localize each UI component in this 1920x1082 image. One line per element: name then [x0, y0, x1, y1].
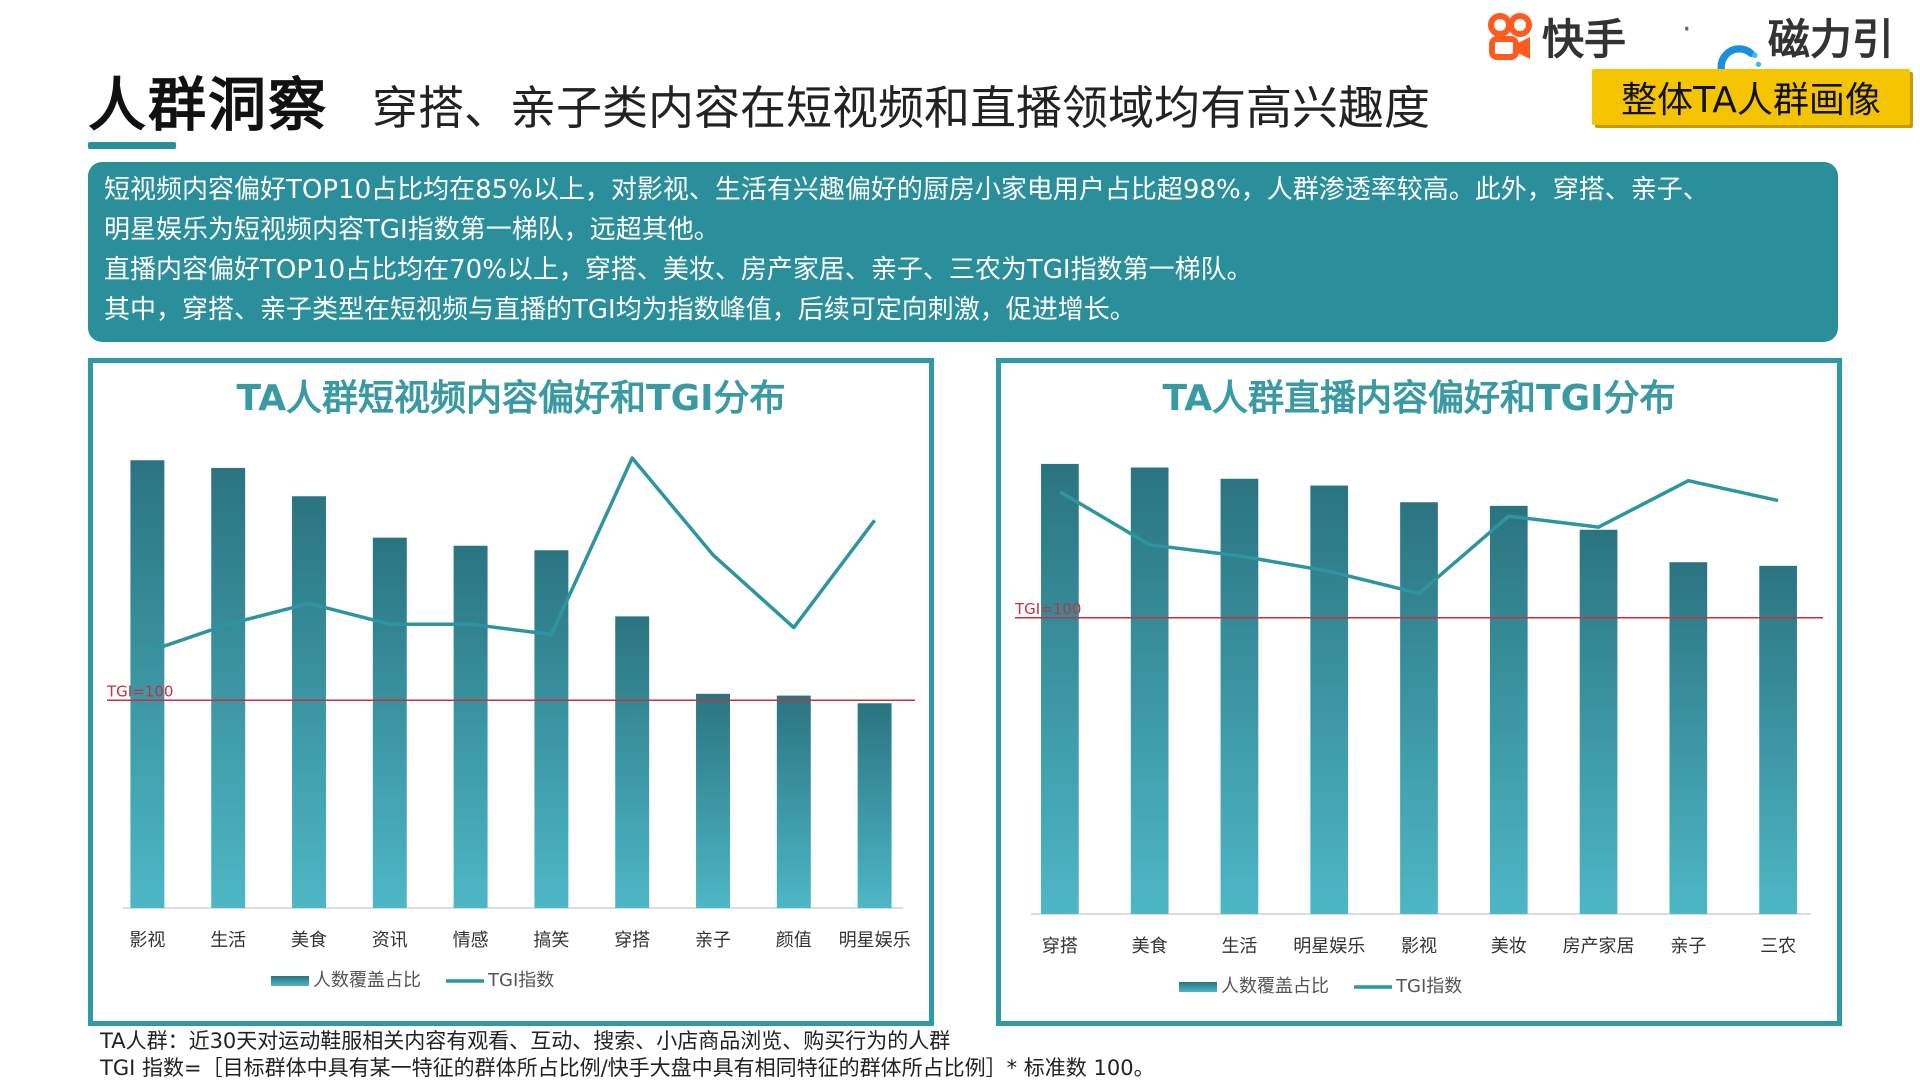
- tgi-reference-label: TGI=100: [106, 682, 173, 700]
- category-label: 颜值: [776, 930, 812, 951]
- category-label: 房产家居: [1563, 936, 1635, 957]
- bar: [130, 460, 165, 908]
- page-title: 人群洞察: [88, 71, 329, 139]
- category-label: 情感: [453, 930, 489, 951]
- category-label: 生活: [210, 930, 246, 951]
- summary-line: 其中，穿搭、亲子类型在短视频与直播的TGI均为指数峰值，后续可定向刺激，促进增长…: [104, 295, 1136, 325]
- bar: [776, 695, 811, 908]
- bar: [857, 703, 892, 908]
- title-underline: [88, 142, 176, 149]
- kuaishou-wordmark: 快手: [1542, 15, 1627, 64]
- category-label: 影视: [1401, 936, 1437, 957]
- bar: [1669, 562, 1708, 914]
- bar: [453, 545, 488, 908]
- short-video-chart-panel: TA人群短视频内容偏好和TGI分布 影视 生活 美食 资讯 情感 搞笑 穿搭 亲子 颜值 明星娱乐…: [88, 358, 934, 1026]
- bar: [1400, 502, 1438, 914]
- bar: [615, 616, 650, 908]
- brand-separator: ·: [1682, 12, 1692, 47]
- live-stream-chart-panel: TA人群直播内容偏好和TGI分布 穿搭 美食 生活 明星娱乐 影视 美妆 房产家居 亲子 三农 T…: [996, 358, 1842, 1026]
- legend-bar-label: 人数覆盖占比: [1221, 976, 1329, 997]
- tgi-series-line: [1059, 478, 1779, 596]
- bar: [1579, 529, 1618, 914]
- tgi-reference-label: TGI=100: [1014, 600, 1081, 618]
- bar: [211, 467, 246, 908]
- bar: [1220, 478, 1259, 914]
- footnote-ta-definition: TA人群：近30天对运动鞋服相关内容有观看、互动、搜索、小店商品浏览、购买行为的…: [100, 1029, 951, 1053]
- brand-logos: 快手 · 磁力引擎: [1460, 0, 1920, 125]
- legend-bar-swatch: [1179, 982, 1217, 992]
- bar: [1489, 505, 1528, 914]
- ta-profile-badge: 整体TA人群画像: [1592, 69, 1910, 125]
- footnotes: TA人群：近30天对运动鞋服相关内容有观看、互动、搜索、小店商品浏览、购买行为的…: [100, 1028, 1155, 1082]
- category-label: 穿搭: [614, 930, 650, 951]
- category-label: 美食: [1132, 936, 1168, 957]
- category-label: 美食: [291, 930, 327, 951]
- category-label: 美妆: [1491, 936, 1527, 957]
- tgi-series-line: [146, 456, 876, 654]
- category-label: 影视: [129, 930, 165, 951]
- summary-line: 明星娱乐为短视频内容TGI指数第一梯队，远超其他。: [104, 215, 720, 245]
- summary-line: 直播内容偏好TOP10占比均在70%以上，穿搭、美妆、房产家居、亲子、三农为TG…: [104, 255, 1253, 285]
- bar: [534, 550, 569, 908]
- category-label: 生活: [1221, 936, 1257, 957]
- legend-bar-swatch: [271, 976, 309, 986]
- category-label: 搞笑: [533, 930, 569, 951]
- bar: [1041, 463, 1079, 914]
- category-label: 亲子: [1670, 936, 1706, 957]
- legend-line-label: TGI指数: [487, 970, 554, 991]
- category-label: 资讯: [372, 930, 408, 951]
- live-stream-chart: 穿搭 美食 生活 明星娱乐 影视 美妆 房产家居 亲子 三农 TGI=100 人数覆盖占比 TGI指数: [1014, 463, 1823, 997]
- category-label: 明星娱乐: [1293, 936, 1365, 957]
- category-label: 穿搭: [1042, 936, 1078, 957]
- footnote-tgi-definition: TGI 指数=［目标群体中具有某一特征的群体所占比例/快手大盘中具有相同特征的群…: [100, 1056, 1155, 1080]
- legend-bar-label: 人数覆盖占比: [313, 970, 421, 991]
- category-label: 亲子: [695, 930, 731, 951]
- summary-line: 短视频内容偏好TOP10占比均在85%以上，对影视、生活有兴趣偏好的厨房小家电用…: [104, 175, 1709, 205]
- kuaishou-logo: 快手: [1484, 6, 1626, 67]
- bar: [696, 693, 730, 908]
- bar: [372, 537, 407, 908]
- category-label: 三农: [1760, 936, 1796, 957]
- page-subtitle: 穿搭、亲子类内容在短视频和直播领域均有高兴趣度: [372, 81, 1430, 135]
- bar: [1310, 485, 1349, 914]
- bar: [1759, 565, 1797, 914]
- summary-box: 短视频内容偏好TOP10占比均在85%以上，对影视、生活有兴趣偏好的厨房小家电用…: [88, 162, 1838, 342]
- chart-title: TA人群短视频内容偏好和TGI分布: [236, 378, 786, 419]
- short-video-chart: 影视 生活 美食 资讯 情感 搞笑 穿搭 亲子 颜值 明星娱乐 TGI=100 人数覆盖占比 TGI指数: [106, 456, 915, 991]
- chart-title: TA人群直播内容偏好和TGI分布: [1162, 378, 1676, 419]
- category-label: 明星娱乐: [839, 930, 911, 951]
- kuaishou-icon: [1488, 12, 1532, 60]
- bar: [1130, 467, 1169, 914]
- legend-line-label: TGI指数: [1395, 976, 1462, 997]
- bar: [292, 496, 326, 908]
